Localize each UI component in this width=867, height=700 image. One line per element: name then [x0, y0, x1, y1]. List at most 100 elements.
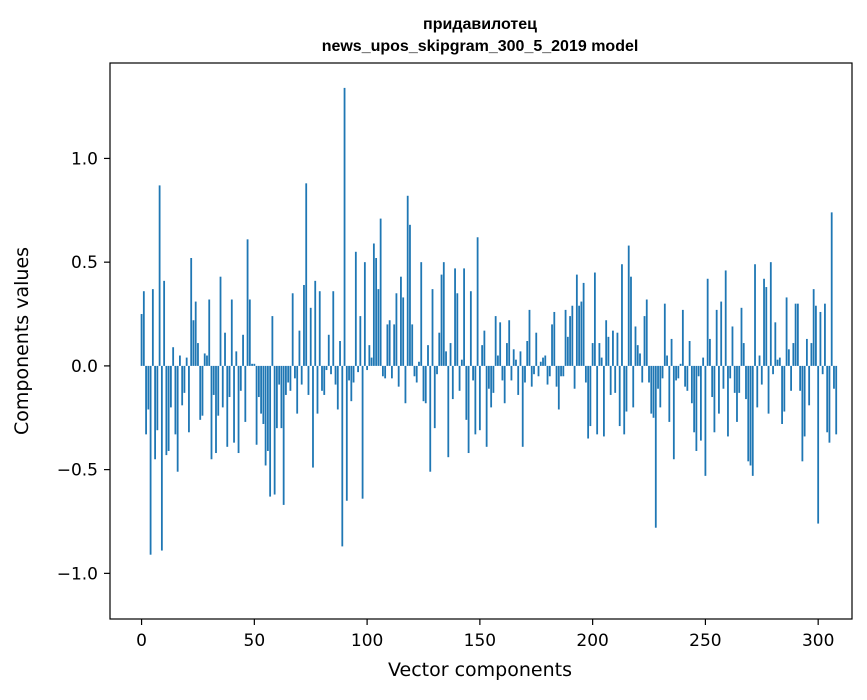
bar-component-254	[713, 365, 716, 433]
bar-component-86	[334, 365, 337, 385]
bar-component-174	[533, 365, 535, 375]
bar-component-1	[142, 291, 145, 366]
bar-component-42	[235, 351, 238, 366]
bar-component-277	[765, 287, 768, 366]
bar-component-269	[747, 365, 750, 462]
bar-component-152	[483, 330, 486, 366]
bar-component-16	[176, 365, 179, 472]
bar-component-71	[300, 365, 303, 385]
bar-component-293	[801, 365, 804, 462]
bar-component-114	[397, 365, 400, 387]
bar-component-286	[785, 297, 788, 366]
bar-component-229	[657, 365, 659, 389]
x-tick-label: 250	[689, 631, 721, 651]
bar-component-141	[458, 365, 461, 391]
bar-component-64	[285, 365, 287, 395]
bar-component-303	[824, 303, 826, 366]
bar-component-298	[812, 289, 815, 366]
bar-component-147	[472, 365, 474, 381]
bar-component-87	[336, 365, 339, 410]
bar-component-217	[630, 276, 632, 366]
bar-component-221	[639, 353, 641, 366]
bar-component-177	[539, 361, 542, 366]
bar-component-83	[327, 334, 330, 366]
bar-component-39	[228, 365, 231, 398]
x-tick-label: 100	[351, 631, 383, 651]
bar-component-85	[332, 291, 335, 366]
bar-component-130	[433, 365, 436, 429]
bar-component-84	[330, 365, 332, 375]
bar-component-118	[406, 195, 409, 366]
bar-component-178	[542, 357, 544, 366]
bar-component-227	[652, 365, 655, 418]
bar-component-122	[415, 365, 418, 383]
bar-component-154	[487, 365, 490, 389]
bar-component-204	[600, 357, 603, 366]
bar-component-102	[370, 357, 373, 366]
bar-component-106	[379, 218, 382, 366]
bar-component-126	[424, 365, 427, 404]
bar-component-11	[165, 365, 168, 456]
bar-component-53	[260, 365, 262, 414]
bar-component-191	[571, 305, 574, 366]
bar-component-267	[742, 343, 745, 366]
bar-component-256	[718, 365, 720, 414]
bar-component-44	[239, 365, 242, 391]
bar-component-107	[381, 365, 384, 377]
bar-component-95	[354, 251, 357, 366]
bar-component-31	[210, 365, 213, 460]
bar-component-140	[456, 293, 459, 366]
bar-component-0	[140, 314, 143, 366]
bar-component-81	[323, 365, 326, 395]
bar-component-261	[729, 365, 732, 379]
bar-component-210	[614, 365, 617, 393]
bar-component-262	[731, 326, 734, 366]
bar-component-181	[548, 365, 551, 377]
bar-component-134	[442, 262, 445, 366]
bars-group	[140, 87, 838, 555]
bar-component-112	[393, 324, 396, 366]
bar-component-29	[206, 355, 208, 366]
bar-component-34	[217, 365, 220, 416]
bar-component-142	[460, 359, 463, 366]
bar-component-218	[632, 365, 635, 408]
bar-component-172	[528, 309, 531, 366]
bar-component-120	[411, 324, 414, 366]
bar-component-51	[255, 365, 258, 445]
bar-component-266	[740, 307, 743, 366]
y-tick-label: 0.5	[71, 253, 98, 273]
bar-component-284	[781, 365, 783, 424]
bar-component-189	[566, 336, 569, 366]
bar-component-247	[697, 365, 700, 377]
y-axis-label: Components values	[11, 247, 33, 435]
bar-component-212	[618, 365, 621, 427]
bar-component-259	[724, 270, 727, 366]
bar-component-76	[312, 365, 314, 468]
bar-component-264	[736, 365, 738, 422]
bar-component-119	[409, 224, 411, 366]
bar-component-49	[251, 363, 253, 366]
bar-component-291	[796, 303, 799, 366]
bar-component-104	[375, 258, 378, 366]
bar-component-224	[645, 299, 648, 366]
bar-component-24	[194, 301, 197, 366]
x-tick-label: 150	[464, 631, 496, 651]
bar-component-236	[672, 365, 675, 460]
chart-title: придавилотец	[423, 16, 537, 33]
bar-component-26	[199, 365, 202, 420]
bar-component-260	[727, 365, 729, 437]
bar-component-150	[478, 365, 481, 431]
x-tick-label: 200	[576, 631, 608, 651]
bar-component-164	[510, 365, 513, 381]
bar-component-232	[663, 303, 666, 366]
bar-component-307	[833, 365, 835, 389]
bar-component-99	[363, 262, 366, 366]
bar-component-231	[661, 365, 664, 379]
bar-component-230	[659, 365, 662, 408]
bar-component-10	[163, 280, 166, 366]
bar-component-63	[282, 365, 285, 505]
bar-component-14	[172, 347, 175, 366]
bar-component-47	[246, 239, 249, 366]
bar-component-9	[160, 365, 163, 551]
bar-component-252	[709, 338, 711, 366]
